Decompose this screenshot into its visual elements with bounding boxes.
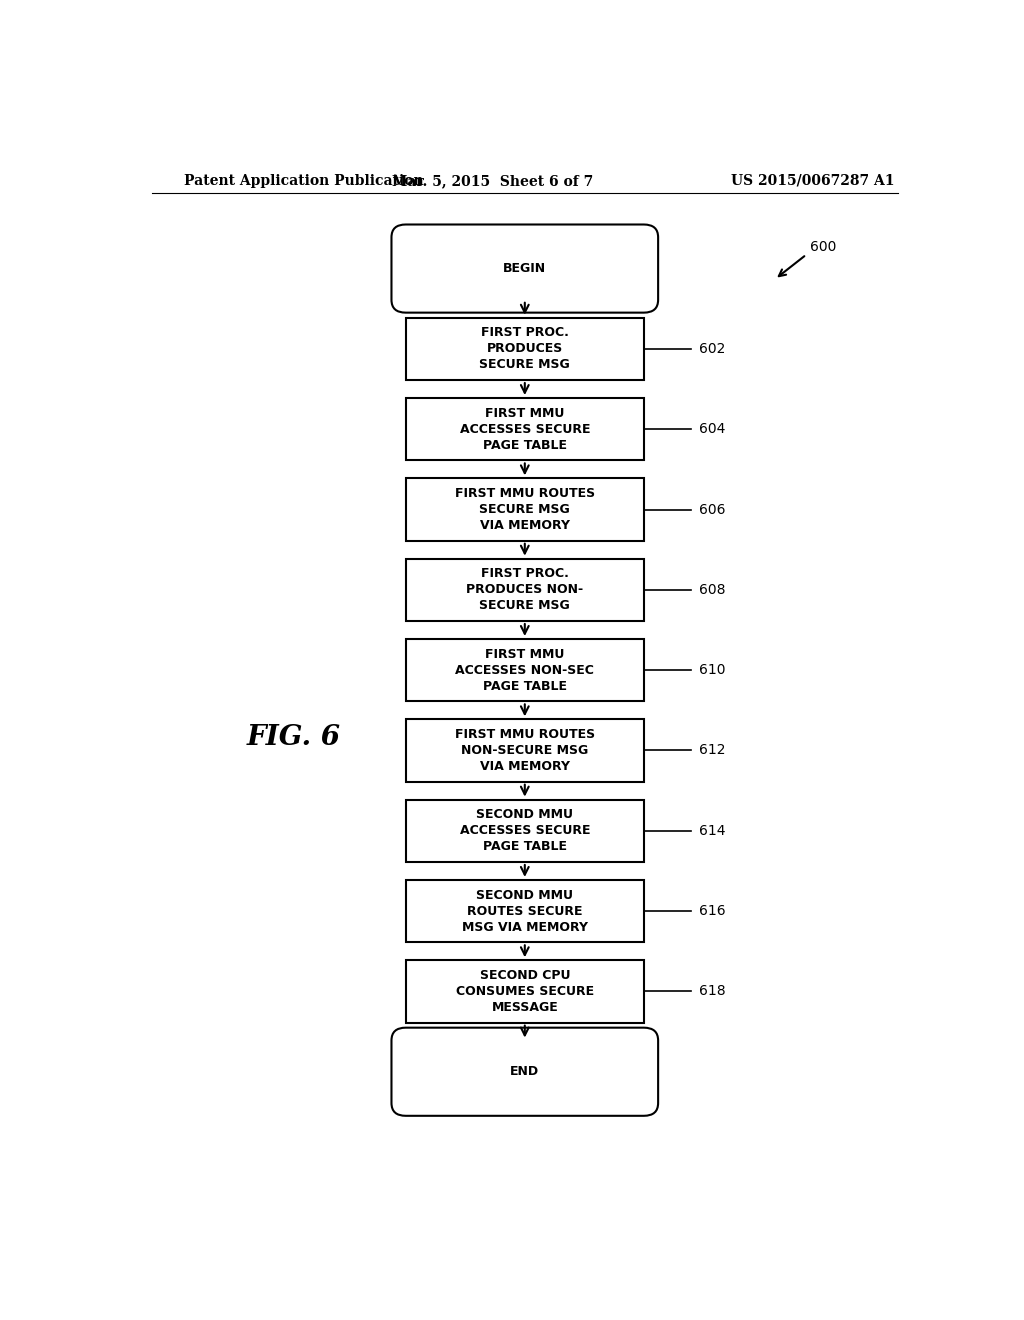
Text: 606: 606 <box>699 503 726 516</box>
Text: FIG. 6: FIG. 6 <box>247 725 341 751</box>
Bar <box>406 318 644 380</box>
Bar <box>406 639 644 701</box>
Text: 618: 618 <box>699 985 726 998</box>
Text: 610: 610 <box>699 663 726 677</box>
Text: Mar. 5, 2015  Sheet 6 of 7: Mar. 5, 2015 Sheet 6 of 7 <box>392 174 594 187</box>
FancyBboxPatch shape <box>391 1028 658 1115</box>
FancyBboxPatch shape <box>391 224 658 313</box>
Text: FIRST MMU
ACCESSES SECURE
PAGE TABLE: FIRST MMU ACCESSES SECURE PAGE TABLE <box>460 407 590 451</box>
Text: FIRST MMU ROUTES
NON-SECURE MSG
VIA MEMORY: FIRST MMU ROUTES NON-SECURE MSG VIA MEMO… <box>455 727 595 774</box>
Bar <box>406 880 644 942</box>
Text: SECOND MMU
ROUTES SECURE
MSG VIA MEMORY: SECOND MMU ROUTES SECURE MSG VIA MEMORY <box>462 888 588 933</box>
Bar <box>406 719 644 781</box>
Bar <box>406 558 644 622</box>
Text: 614: 614 <box>699 824 726 838</box>
Text: 600: 600 <box>811 240 837 255</box>
Text: 602: 602 <box>699 342 726 356</box>
Text: 604: 604 <box>699 422 726 436</box>
Text: US 2015/0067287 A1: US 2015/0067287 A1 <box>731 174 895 187</box>
Text: 608: 608 <box>699 583 726 597</box>
Text: FIRST PROC.
PRODUCES NON-
SECURE MSG: FIRST PROC. PRODUCES NON- SECURE MSG <box>466 568 584 612</box>
Text: END: END <box>510 1065 540 1078</box>
Text: SECOND CPU
CONSUMES SECURE
MESSAGE: SECOND CPU CONSUMES SECURE MESSAGE <box>456 969 594 1014</box>
Bar <box>406 397 644 461</box>
Text: FIRST MMU ROUTES
SECURE MSG
VIA MEMORY: FIRST MMU ROUTES SECURE MSG VIA MEMORY <box>455 487 595 532</box>
Text: 616: 616 <box>699 904 726 919</box>
Text: FIRST PROC.
PRODUCES
SECURE MSG: FIRST PROC. PRODUCES SECURE MSG <box>479 326 570 371</box>
Text: FIRST MMU
ACCESSES NON-SEC
PAGE TABLE: FIRST MMU ACCESSES NON-SEC PAGE TABLE <box>456 648 594 693</box>
Text: 612: 612 <box>699 743 726 758</box>
Text: BEGIN: BEGIN <box>503 263 547 275</box>
Text: Patent Application Publication: Patent Application Publication <box>183 174 423 187</box>
Bar <box>406 800 644 862</box>
Text: SECOND MMU
ACCESSES SECURE
PAGE TABLE: SECOND MMU ACCESSES SECURE PAGE TABLE <box>460 808 590 853</box>
Bar <box>406 960 644 1023</box>
Bar <box>406 478 644 541</box>
